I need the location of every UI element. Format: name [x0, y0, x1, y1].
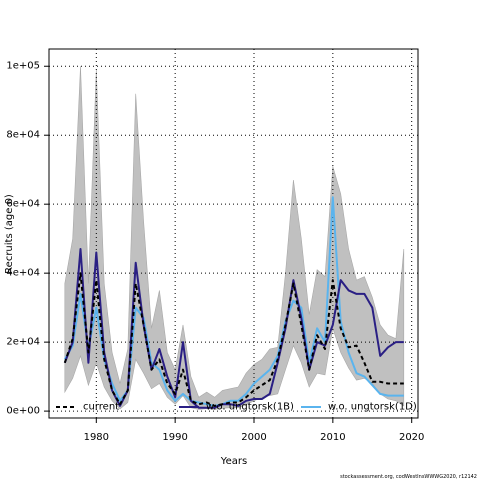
y-axis: 0e+00 2e+04 4e+04 6e+04 8e+04 1e+05	[6, 61, 49, 417]
y-tick-label: 2e+04	[6, 337, 40, 348]
y-tick-label: 1e+05	[6, 61, 40, 72]
y-axis-title: Recruits (age 0)	[4, 194, 15, 274]
series-line-w-o-ungtorsk-1d-	[63, 196, 404, 407]
plot-frame	[48, 48, 419, 419]
x-tick-label: 1980	[84, 432, 109, 443]
x-tick-label: 2000	[241, 432, 266, 443]
confidence-band	[64, 66, 405, 410]
grid-layer	[49, 49, 418, 418]
x-axis-title: Years	[220, 456, 247, 467]
series-line-current	[63, 272, 404, 407]
y-tick-label: 6e+04	[6, 199, 40, 210]
confidence-band-layer	[64, 66, 405, 410]
y-tick-label: 8e+04	[6, 130, 40, 141]
legend: current w.o. ungtorsk(1B) w.o. ungtorsk(1D…	[56, 402, 417, 413]
footnote: stockassessment.org, codWestInsWWWG2020,…	[340, 474, 477, 480]
x-tick-label: 2020	[399, 432, 424, 443]
legend-label-current: current	[83, 402, 119, 413]
legend-label-w-o-ungtorsk-1d-: w.o. ungtorsk(1D)	[328, 402, 417, 413]
legend-label-w-o-ungtorsk-1b-: w.o. ungtorsk(1B)	[206, 402, 294, 413]
x-axis: 1980 1990 2000 2010 2020	[84, 418, 424, 443]
y-tick-label: 0e+00	[6, 406, 40, 417]
x-tick-label: 1990	[162, 432, 187, 443]
y-tick-label: 4e+04	[6, 268, 40, 279]
x-tick-label: 2010	[320, 432, 345, 443]
series-layer	[63, 196, 404, 409]
